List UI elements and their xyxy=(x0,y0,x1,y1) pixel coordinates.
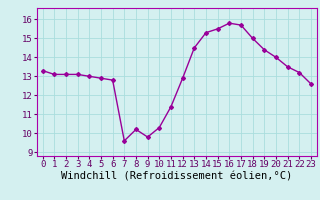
X-axis label: Windchill (Refroidissement éolien,°C): Windchill (Refroidissement éolien,°C) xyxy=(61,172,292,182)
